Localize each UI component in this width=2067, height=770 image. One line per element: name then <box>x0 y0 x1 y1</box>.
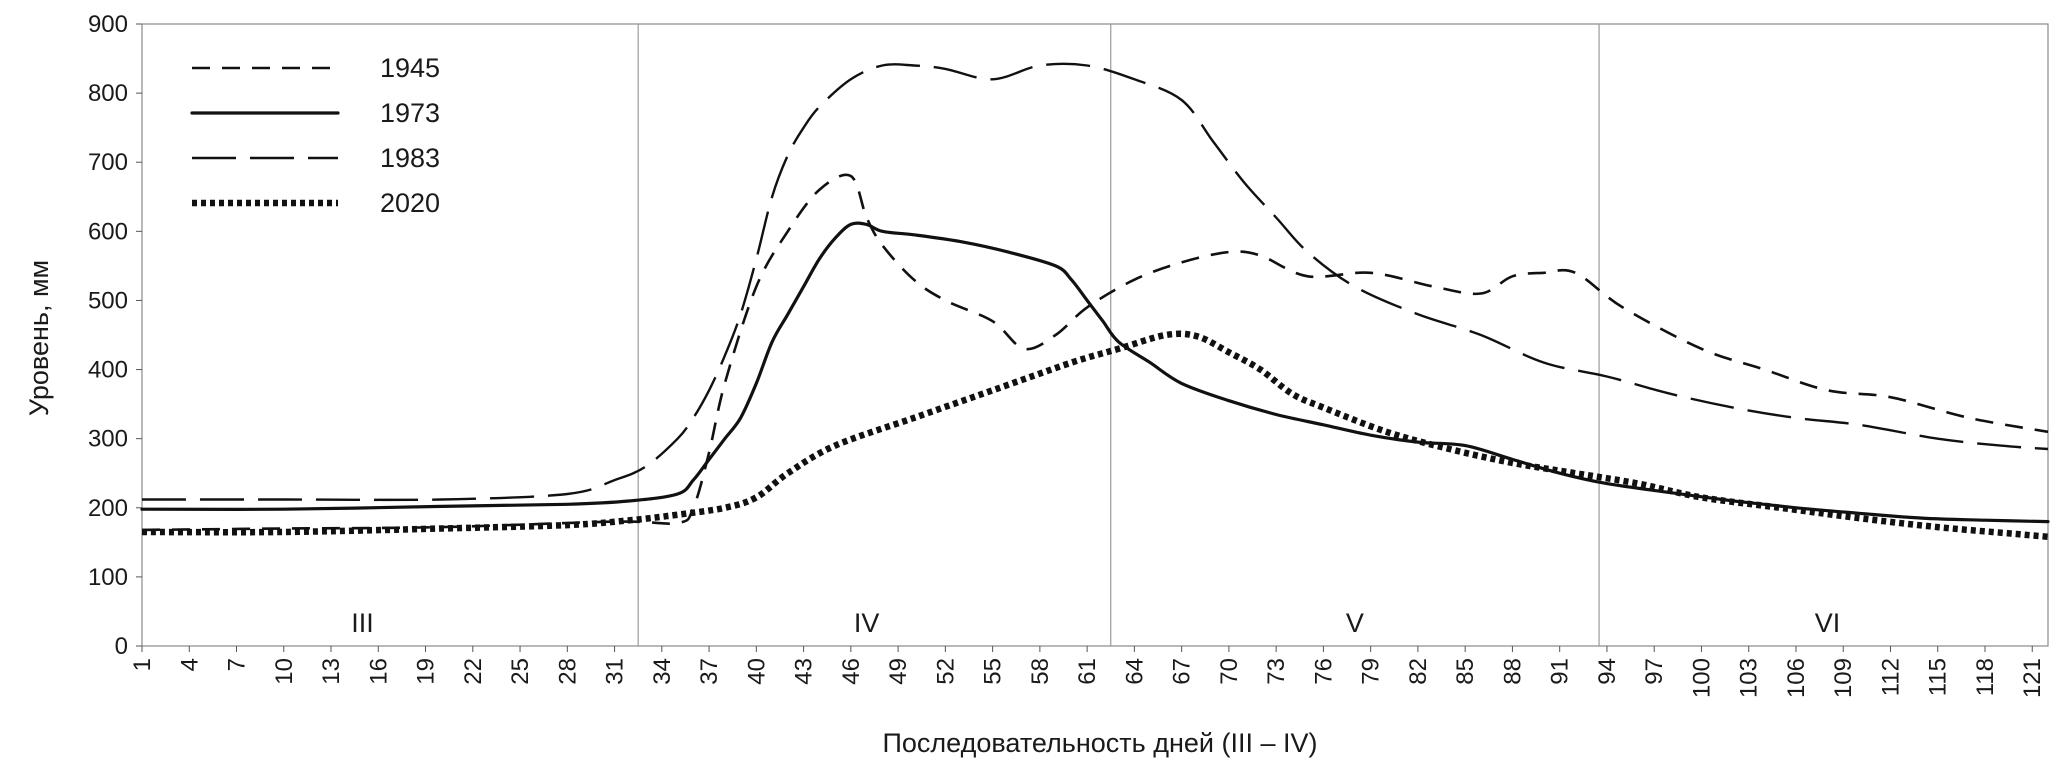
x-tick-label-36: 109 <box>1830 658 1857 698</box>
x-tick-label-35: 106 <box>1783 658 1810 698</box>
x-tick-label-24: 73 <box>1263 658 1290 685</box>
x-tick-label-7: 22 <box>460 658 487 685</box>
x-tick-label-28: 85 <box>1452 658 1479 685</box>
y-axis-title: Уровень, мм <box>24 260 54 416</box>
plot-border <box>141 23 2049 647</box>
plot-area <box>141 23 2049 647</box>
x-tick-label-40: 121 <box>2019 658 2046 698</box>
legend-label-1973: 1973 <box>380 98 440 128</box>
x-tick-label-12: 37 <box>696 658 723 685</box>
x-tick-label-13: 40 <box>743 658 770 685</box>
x-tick-label-19: 58 <box>1027 658 1054 685</box>
x-tick-label-9: 28 <box>554 658 581 685</box>
y-tick-label-6: 600 <box>88 218 128 245</box>
x-tick-label-22: 67 <box>1169 658 1196 685</box>
month-label-IV: IV <box>854 608 880 638</box>
x-tick-label-31: 94 <box>1594 658 1621 685</box>
x-tick-label-3: 10 <box>271 658 298 685</box>
month-label-VI: VI <box>1815 608 1841 638</box>
y-tick-label-8: 800 <box>88 80 128 107</box>
y-tick-label-5: 500 <box>88 287 128 314</box>
x-tick-label-27: 82 <box>1405 658 1432 685</box>
x-tick-label-23: 70 <box>1216 658 1243 685</box>
x-tick-label-39: 118 <box>1972 658 1999 696</box>
legend-label-1983: 1983 <box>380 143 440 173</box>
y-tick-label-7: 700 <box>88 149 128 176</box>
x-tick-label-32: 97 <box>1641 658 1668 685</box>
y-tick-label-2: 200 <box>88 495 128 522</box>
y-axis: 0 100 200 300 400 500 600 700 800 900 <box>88 11 142 660</box>
x-tick-label-18: 55 <box>980 658 1007 685</box>
y-tick-label-4: 400 <box>88 357 128 384</box>
x-tick-label-16: 49 <box>885 658 912 685</box>
x-tick-label-37: 112 <box>1877 658 1904 696</box>
x-tick-label-33: 100 <box>1688 658 1715 698</box>
series-line-1983 <box>142 62 2049 502</box>
legend-label-2020: 2020 <box>380 188 440 218</box>
x-tick-label-2: 7 <box>224 658 251 671</box>
y-tick-label-1: 100 <box>88 564 128 591</box>
x-tick-label-1: 4 <box>176 658 203 671</box>
y-tick-label-9: 900 <box>88 11 128 38</box>
month-label-III: III <box>351 608 374 638</box>
x-tick-label-5: 16 <box>365 658 392 685</box>
x-tick-label-34: 103 <box>1736 658 1763 698</box>
x-tick-label-10: 31 <box>602 658 629 685</box>
x-tick-label-20: 61 <box>1074 658 1101 685</box>
series-line-1973 <box>140 221 2050 524</box>
x-tick-label-8: 25 <box>507 658 534 685</box>
x-tick-label-38: 115 <box>1925 658 1952 696</box>
series-layer <box>140 62 2050 541</box>
month-dividers <box>637 24 1600 646</box>
x-tick-label-15: 46 <box>838 658 865 685</box>
x-tick-label-21: 64 <box>1121 658 1148 685</box>
x-tick-label-17: 52 <box>932 658 959 685</box>
x-axis-title: Последовательность дней (III – IV) <box>883 728 1318 758</box>
x-tick-label-11: 34 <box>649 658 676 685</box>
month-labels: III IV V VI <box>351 608 1840 638</box>
legend-label-1945: 1945 <box>380 53 440 83</box>
x-tick-label-4: 13 <box>318 658 345 685</box>
y-tick-label-3: 300 <box>88 426 128 453</box>
series-line-2020 <box>141 330 2049 541</box>
series-line-1945 <box>141 173 2049 532</box>
x-tick-label-29: 88 <box>1499 658 1526 685</box>
month-label-V: V <box>1346 608 1364 638</box>
x-tick-label-26: 79 <box>1358 658 1385 685</box>
legend: 1945 1973 1983 2020 <box>190 53 440 218</box>
x-axis: 1 4 7 10 13 16 19 22 25 28 31 34 37 40 43 46 49 52 55 58 61 6… <box>129 646 2046 698</box>
x-tick-label-0: 1 <box>129 658 156 671</box>
x-tick-label-30: 91 <box>1547 658 1574 685</box>
x-tick-label-25: 76 <box>1310 658 1337 685</box>
y-tick-label-0: 0 <box>115 633 128 660</box>
x-tick-label-14: 43 <box>791 658 818 685</box>
x-tick-label-6: 19 <box>413 658 440 685</box>
